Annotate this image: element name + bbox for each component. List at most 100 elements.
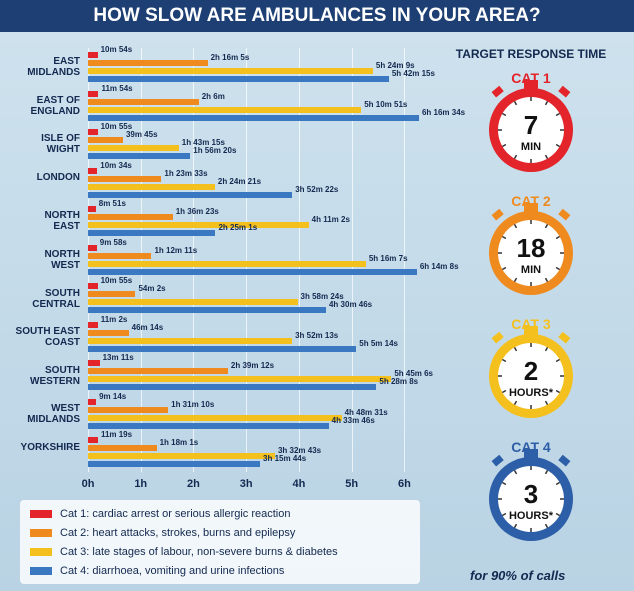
category-label: NORTH EAST [44,210,80,233]
dial-tick [513,277,518,282]
legend-item: Cat 3: late stages of labour, non-severe… [30,546,338,558]
bar [88,398,97,405]
dial-tick [513,470,518,475]
bar [88,175,162,182]
bar [88,461,261,468]
stopwatch-face [498,343,564,409]
value-label: 39m 45s [125,130,158,140]
stopwatch-face [498,97,564,163]
bar [88,153,191,160]
legend-swatch [30,529,52,538]
dial-tick [513,224,518,229]
value-label: 5h 28m 8s [379,377,419,387]
category-label: ISLE OF WIGHT [41,133,80,156]
category-label: EAST OF ENGLAND [30,94,80,117]
dial-tick [544,277,549,282]
bar [88,337,293,344]
value-label: 5h 10m 51s [364,99,408,109]
bar [88,321,98,328]
target-value: 18 [517,233,546,263]
category-label: YORKSHIRE [20,441,80,453]
x-tick-label: 3h [239,478,253,490]
bar [88,307,326,314]
value-label: 4h 33m 46s [331,415,375,425]
bar [88,291,136,298]
category-label: WEST MIDLANDS [27,403,80,426]
bar [88,137,123,144]
dial-tick [513,101,518,106]
bar [88,230,216,237]
x-tick-label: 4h [292,478,306,490]
bar [88,206,96,213]
stopwatch-face [498,466,564,532]
value-label: 2h 25m 1s [218,223,258,233]
bar [88,252,152,259]
bar [88,76,389,82]
x-tick-label: 1h [134,478,148,490]
legend: Cat 1: cardiac arrest or serious allergi… [20,500,420,584]
stopwatch-button [491,454,504,467]
dial-tick [544,523,549,528]
stopwatch-crown [524,449,538,458]
dial-tick [555,112,560,117]
bar [88,145,179,152]
category-label: LONDON [36,171,80,183]
dial-tick [555,143,560,148]
dial-tick [502,112,507,117]
dial-tick [513,347,518,352]
stopwatch-crown [524,203,538,212]
target-unit: MIN [521,264,541,276]
dial-tick [502,143,507,148]
target-name: CAT 3 [511,316,551,332]
bar [88,68,373,74]
dial-tick [544,154,549,159]
value-label: 9m 14s [99,391,127,401]
legend-swatch [30,548,52,557]
dial-tick [555,389,560,394]
value-label: 8m 51s [98,199,126,209]
value-label: 3h 52m 22s [295,184,339,194]
value-label: 1h 18m 1s [159,438,199,448]
dial-tick [555,512,560,517]
value-label: 1h 23m 33s [164,168,208,178]
value-label: 10m 34s [100,160,132,170]
value-label: 3h 32m 43s [277,446,322,456]
dial-tick [502,358,507,363]
dial-tick [544,101,549,106]
value-label: 1h 56m 20s [193,146,237,156]
grid-line [140,48,142,472]
bar [88,129,98,136]
stopwatch-crown [524,80,538,89]
value-label: 10m 55s [100,122,133,132]
bar [88,368,228,375]
target-name: CAT 1 [511,70,551,86]
grid-line [404,48,406,472]
value-label: 11m 19s [100,430,133,440]
bar [88,260,366,267]
grid-line [246,48,248,472]
value-label: 2h 24m 21s [217,176,262,186]
target-value: 7 [524,110,538,140]
stopwatch-face [498,220,564,286]
dial-tick [544,470,549,475]
legend-label: Cat 3: late stages of labour, non-severe… [60,546,338,558]
value-label: 2h 39m 12s [230,361,275,371]
value-label: 11m 2s [100,314,128,324]
value-label: 11m 54s [101,83,133,93]
bar [88,90,99,97]
bar [88,406,169,413]
value-label: 46m 14s [131,322,164,332]
target-unit: HOURS* [509,510,554,522]
value-label: 1h 31m 10s [171,399,215,409]
x-tick-label: 0h [81,478,95,490]
stopwatch-button [558,85,571,98]
stopwatch-button [558,208,571,221]
category-label: NORTH WEST [44,249,80,271]
bar [88,183,215,190]
target-name: CAT 2 [511,193,551,209]
dial-tick [544,347,549,352]
target-value: 2 [524,356,538,386]
target-value: 3 [524,479,538,509]
value-label: 4h 30m 46s [328,300,373,310]
